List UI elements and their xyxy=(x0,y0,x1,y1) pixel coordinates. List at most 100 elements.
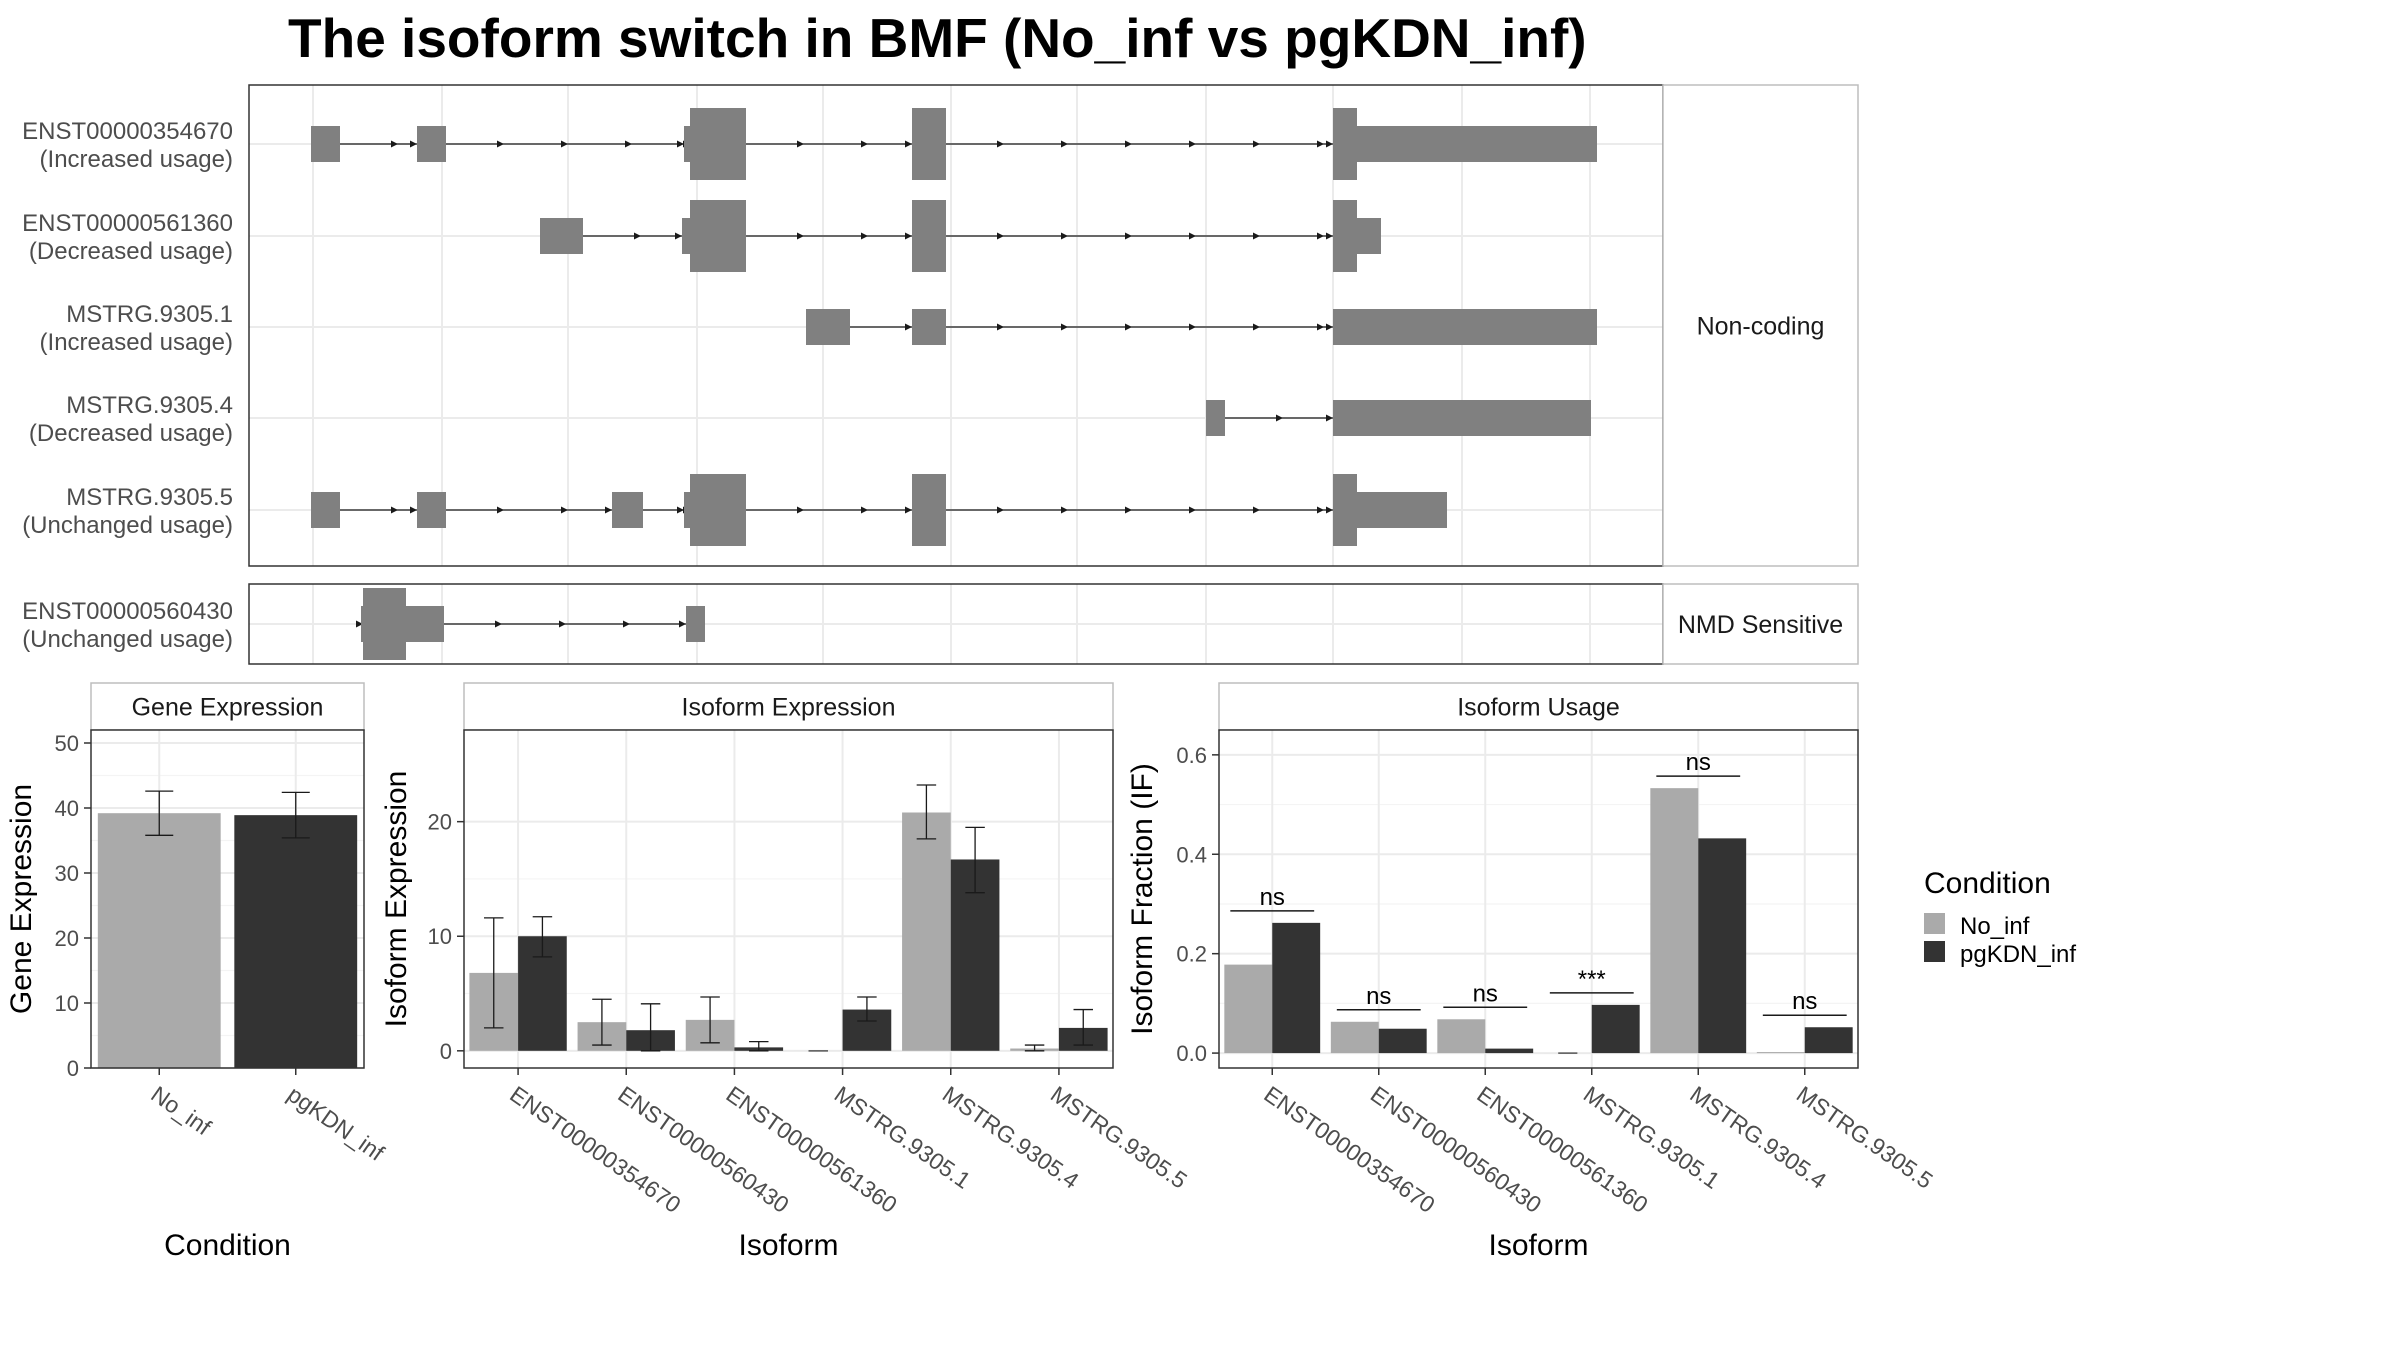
panel-title: Isoform Usage xyxy=(1457,694,1620,722)
bar xyxy=(902,812,951,1051)
plot-background xyxy=(464,730,1113,1068)
intron-arrow xyxy=(1189,506,1196,514)
exon-block xyxy=(686,606,705,642)
noncoding-transcript-id: MSTRG.9305.5 xyxy=(66,484,233,511)
bar xyxy=(1485,1048,1534,1054)
intron-arrow xyxy=(1125,232,1132,240)
intron-arrow xyxy=(391,506,398,514)
figure-title: The isoform switch in BMF (No_inf vs pgK… xyxy=(288,7,1587,69)
intron-arrow xyxy=(997,232,1004,240)
exon-block xyxy=(417,126,446,162)
exon-block xyxy=(1357,492,1447,528)
intron-arrow xyxy=(1326,140,1333,148)
x-tick-label: pgKDN_inf xyxy=(283,1081,390,1166)
intron-arrow xyxy=(1317,140,1324,148)
x-axis-title: Isoform xyxy=(1488,1229,1588,1262)
intron-arrow xyxy=(1317,323,1324,331)
exon-block xyxy=(682,218,690,254)
exon-block xyxy=(540,218,583,254)
y-tick-label: 30 xyxy=(55,861,79,886)
isoform-expression-panel: Isoform Expression01020ENST00000354670EN… xyxy=(380,682,1192,1262)
bar xyxy=(1591,1004,1640,1054)
intron-arrow xyxy=(905,323,912,331)
intron-arrow xyxy=(410,506,417,514)
intron-arrow xyxy=(605,506,612,514)
legend-swatch-no-inf xyxy=(1924,913,1945,934)
intron-arrow xyxy=(997,140,1004,148)
plot-border xyxy=(463,729,1114,1069)
intron-arrow xyxy=(559,620,566,628)
bar xyxy=(1804,1027,1853,1054)
noncoding-transcript-id: MSTRG.9305.4 xyxy=(66,392,233,419)
intron-arrow xyxy=(1326,323,1333,331)
significance-label: ns xyxy=(1686,749,1711,776)
intron-arrow xyxy=(1326,232,1333,240)
exon-block xyxy=(363,588,406,660)
intron-arrow xyxy=(1326,506,1333,514)
y-tick-label: 0.4 xyxy=(1176,842,1207,867)
intron-arrow xyxy=(905,140,912,148)
y-axis-title: Isoform Fraction (IF) xyxy=(1126,763,1159,1035)
bar xyxy=(1698,838,1747,1054)
intron-arrow xyxy=(797,140,804,148)
intron-arrow xyxy=(1125,323,1132,331)
intron-arrow xyxy=(1326,414,1333,422)
intron-arrow xyxy=(997,506,1004,514)
bar xyxy=(1756,1052,1805,1054)
intron-arrow xyxy=(356,620,363,628)
intron-arrow xyxy=(1253,140,1260,148)
noncoding-transcript-usage: (Decreased usage) xyxy=(29,420,233,447)
intron-arrow xyxy=(675,232,682,240)
legend-title: Condition xyxy=(1924,867,2051,900)
plot-border xyxy=(1218,729,1859,1069)
bar xyxy=(1437,1019,1486,1054)
exon-block xyxy=(1333,309,1597,345)
intron-arrow xyxy=(1189,140,1196,148)
significance-label: ns xyxy=(1473,980,1498,1007)
intron-arrow xyxy=(905,506,912,514)
intron-arrow xyxy=(1061,323,1068,331)
intron-arrow xyxy=(1061,232,1068,240)
noncoding-transcript-usage: (Increased usage) xyxy=(40,146,233,173)
significance-label: ns xyxy=(1366,983,1391,1010)
bar xyxy=(1224,964,1273,1054)
noncoding-transcript-id: MSTRG.9305.1 xyxy=(66,301,233,328)
intron-arrow xyxy=(1253,323,1260,331)
panel-strip xyxy=(1218,682,1859,731)
y-tick-label: 0.2 xyxy=(1176,942,1207,967)
intron-arrow xyxy=(1125,140,1132,148)
noncoding-transcript-usage: (Unchanged usage) xyxy=(22,512,233,539)
intron-arrow xyxy=(797,232,804,240)
bar xyxy=(1330,1021,1379,1054)
nmd-diagram: NMD Sensitive ENST00000560430(Unchanged u… xyxy=(22,583,1859,665)
noncoding-transcript-usage: (Decreased usage) xyxy=(29,238,233,265)
intron-arrow xyxy=(677,506,684,514)
exon-block xyxy=(406,606,444,642)
plot-background xyxy=(1219,730,1858,1068)
x-axis-title: Isoform xyxy=(738,1229,838,1262)
x-axis-title: Condition xyxy=(164,1229,291,1262)
x-tick-label: ENST00000354670 xyxy=(1259,1081,1439,1218)
legend-label-pgkdn-inf: pgKDN_inf xyxy=(1960,941,2076,968)
legend-label-no-inf: No_inf xyxy=(1960,913,2030,940)
noncoding-transcript-id: ENST00000561360 xyxy=(22,210,233,237)
y-axis-title: Isoform Expression xyxy=(380,771,413,1028)
noncoding-strip xyxy=(1662,84,1859,567)
intron-arrow xyxy=(861,506,868,514)
exon-block xyxy=(1206,400,1225,436)
exon-block xyxy=(1333,400,1591,436)
exon-block xyxy=(417,492,446,528)
exon-block xyxy=(1357,126,1597,162)
bar xyxy=(1650,788,1699,1054)
intron-arrow xyxy=(634,232,641,240)
isoform-usage-panel: Isoform Usage ns ns ns *** ns ns 0.0 0.2 0.4 0.6 EN… xyxy=(1126,682,1938,1262)
panel-strip xyxy=(463,682,1114,731)
noncoding-transcript-id: ENST00000354670 xyxy=(22,118,233,145)
x-tick-label: ENST00000561360 xyxy=(1472,1081,1652,1218)
plot-border xyxy=(90,729,365,1069)
intron-arrow xyxy=(1189,323,1196,331)
intron-arrow xyxy=(797,506,804,514)
intron-arrow xyxy=(497,140,504,148)
